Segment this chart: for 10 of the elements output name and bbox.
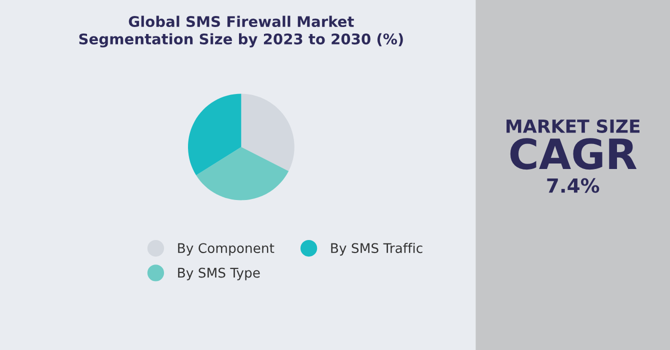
pie-slice: [188, 94, 242, 176]
text: 7.4%: [547, 178, 600, 193]
text: CAGR: [510, 138, 637, 170]
legend-label: By Component: [178, 243, 274, 256]
chart-title: Global SMS Firewall Market Segmentation Size by 2023 to 2030 (%): [79, 16, 403, 48]
pie-slice: [241, 94, 294, 172]
text: MARKET SIZE: [506, 119, 640, 133]
legend-label: By SMS Traffic: [331, 242, 422, 256]
legend-label: By SMS Type: [178, 268, 260, 280]
pie-slice: [196, 147, 289, 200]
